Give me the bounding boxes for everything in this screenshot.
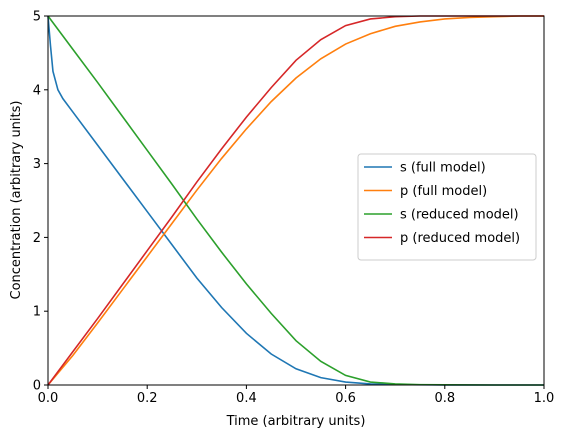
legend-entry: p (reduced model) xyxy=(400,231,520,246)
y-tick-label: 4 xyxy=(33,83,41,98)
y-tick-label: 0 xyxy=(33,379,41,394)
series-line-0 xyxy=(47,15,544,386)
x-tick-label: 0.4 xyxy=(236,391,257,406)
series-line-1 xyxy=(47,15,544,386)
legend: s (full model) p (full model) s (reduced m… xyxy=(357,153,537,261)
x-axis-label: Time (arbitrary units) xyxy=(226,414,366,429)
x-tick-label: 0.8 xyxy=(434,391,455,406)
y-tick-label: 3 xyxy=(33,157,41,172)
x-tick-label: 0.6 xyxy=(335,391,356,406)
x-tick-label: 0.0 xyxy=(38,391,59,406)
x-tick-label: 0.2 xyxy=(137,391,158,406)
y-axis-label: Concentration (arbitrary units) xyxy=(9,101,24,300)
legend-box xyxy=(357,153,537,261)
x-tick-label: 1.0 xyxy=(534,391,555,406)
y-axis: 0 1 2 3 4 5 xyxy=(33,10,48,394)
y-tick-label: 2 xyxy=(33,231,41,246)
x-axis: 0.0 0.2 0.4 0.6 0.8 1.0 xyxy=(38,385,555,406)
legend-entry: s (reduced model) xyxy=(400,208,519,223)
legend-entry: s (full model) xyxy=(400,161,486,176)
plot-frame xyxy=(47,15,545,386)
y-tick-label: 1 xyxy=(33,305,41,320)
y-tick-label: 5 xyxy=(33,10,41,25)
legend-entry: p (full model) xyxy=(400,184,487,199)
